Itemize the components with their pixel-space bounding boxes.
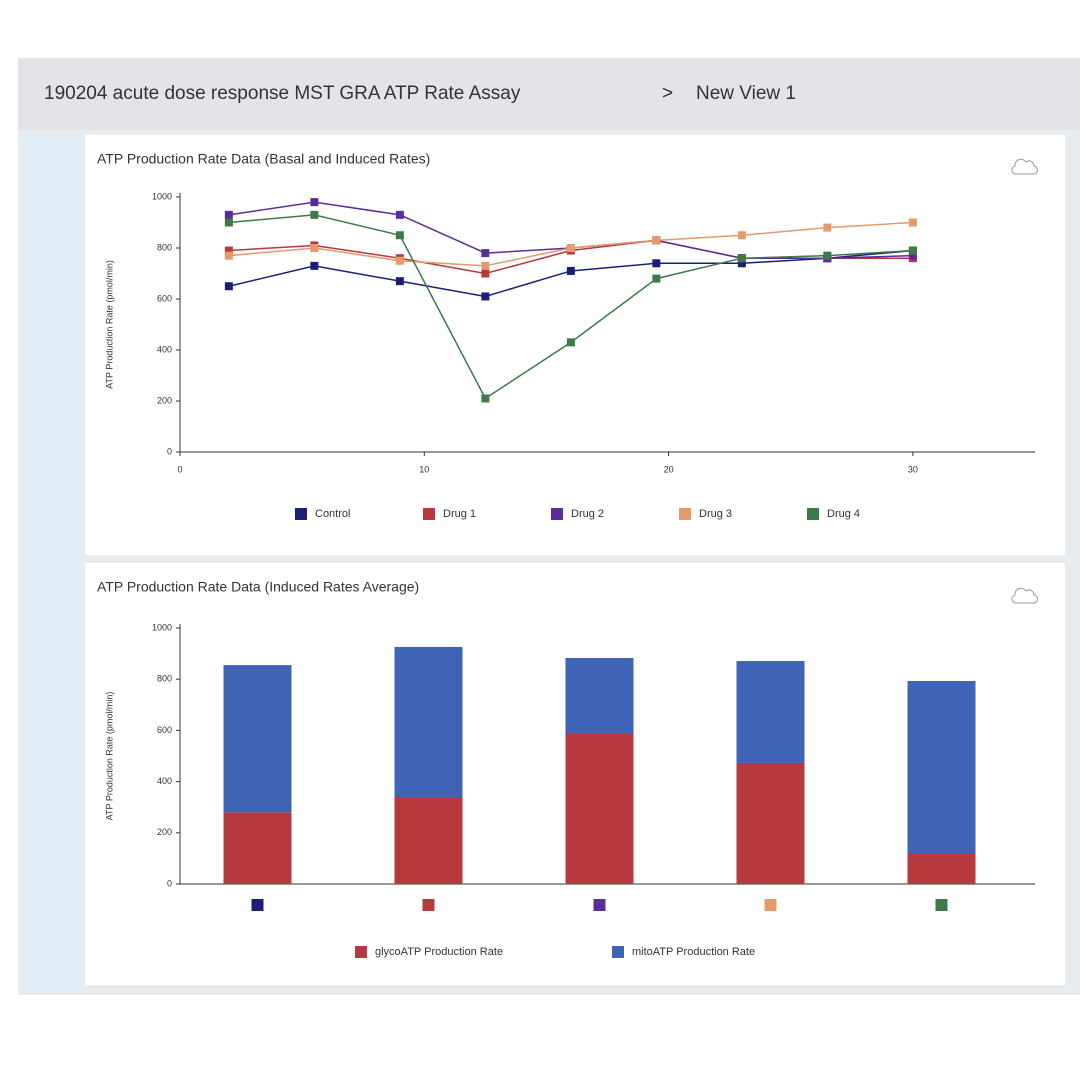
category-swatch [422,899,435,911]
data-point [652,236,661,245]
bar-segment [565,657,634,733]
header-bar [18,58,1080,130]
y-axis-label: ATP Production Rate (pmol/min) [104,260,114,389]
x-tick-label: 0 [177,464,182,474]
category-swatch [251,899,264,911]
bar-segment [394,646,463,797]
data-point [224,282,233,291]
y-tick-label: 400 [157,776,172,786]
y-tick-label: 400 [157,344,172,354]
legend-swatch [423,508,435,520]
bar-segment [907,853,976,884]
data-point [310,198,319,207]
bar-segment [907,680,976,854]
x-tick-label: 10 [419,464,429,474]
y-tick-label: 800 [157,674,172,684]
data-point [823,223,832,232]
bar-segment [223,812,292,884]
legend-swatch [679,508,691,520]
data-point [566,266,575,275]
category-swatch [593,899,606,911]
bar-segment [736,762,805,884]
data-point [737,254,746,263]
y-tick-label: 200 [157,827,172,837]
bar-segment [223,665,292,813]
header-title: 190204 acute dose response MST GRA ATP R… [44,83,521,104]
bar-segment [565,732,634,884]
view-name[interactable]: New View 1 [696,83,796,104]
y-tick-label: 600 [157,725,172,735]
data-point [737,259,746,268]
legend-label: Control [315,508,350,520]
legend-swatch [612,946,624,958]
y-tick-label: 0 [167,446,172,456]
data-point [395,210,404,219]
data-point [224,210,233,219]
data-point [481,292,490,301]
legend-label: Drug 2 [571,508,604,520]
data-point [908,246,917,255]
data-point [481,394,490,403]
data-point [395,231,404,240]
data-point [395,256,404,265]
cloud-icon[interactable] [1011,587,1038,604]
data-point [566,338,575,347]
y-tick-label: 1000 [152,191,172,201]
legend-label: Drug 3 [699,508,732,520]
cloud-icon[interactable] [1011,158,1038,175]
breadcrumb-separator: > [662,83,673,104]
legend-swatch [295,508,307,520]
y-tick-label: 0 [167,878,172,888]
bar-segment [736,661,805,763]
y-tick-label: 200 [157,395,172,405]
data-point [908,251,917,260]
data-point [908,218,917,227]
x-tick-label: 20 [664,464,674,474]
data-point [737,231,746,240]
side-strip [20,132,85,992]
data-point [224,251,233,260]
y-tick-label: 800 [157,242,172,252]
data-point [310,210,319,219]
y-axis-label: ATP Production Rate (pmol/min) [104,692,114,821]
data-point [224,218,233,227]
card [85,135,1065,555]
bar-segment [394,796,463,884]
data-point [310,244,319,252]
data-point [652,274,661,283]
legend-label: Drug 4 [827,508,860,520]
legend-label: Drug 1 [443,508,476,520]
category-swatch [764,899,777,911]
data-point [481,269,490,278]
data-point [481,261,490,270]
x-tick-label: 30 [908,464,918,474]
chart-title: ATP Production Rate Data (Basal and Indu… [97,151,430,167]
y-tick-label: 600 [157,293,172,303]
legend-swatch [807,508,819,520]
data-point [566,244,575,252]
data-point [395,277,404,286]
data-point [823,251,832,260]
category-swatch [935,899,948,911]
legend-swatch [551,508,563,520]
data-point [481,249,490,258]
data-point [310,261,319,270]
y-tick-label: 1000 [152,622,172,632]
data-point [224,246,233,255]
data-point [652,259,661,268]
legend-swatch [355,946,367,958]
legend-label: glycoATP Production Rate [375,946,503,958]
legend-label: mitoATP Production Rate [632,946,755,958]
chart-title: ATP Production Rate Data (Induced Rates … [97,579,419,595]
